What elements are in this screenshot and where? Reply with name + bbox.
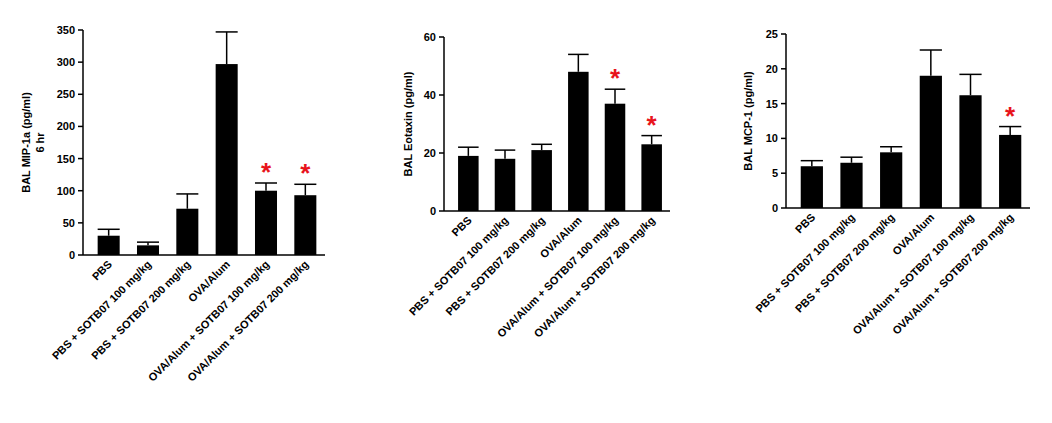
bar bbox=[999, 135, 1021, 208]
panel: 0204060BAL Eotaxin (pg/ml)PBSPBS + SOTB0… bbox=[402, 31, 670, 340]
error-bar bbox=[568, 54, 589, 71]
bars bbox=[98, 32, 317, 255]
error-bar bbox=[137, 242, 159, 245]
panel: 0 50 100 150 200 250 300 350 BAL MIP-1a (pg/ml)6… bbox=[20, 24, 325, 384]
bar bbox=[255, 191, 277, 255]
y-axis-title: 6 hr bbox=[34, 132, 46, 153]
y-tick bbox=[439, 152, 444, 154]
y-tick-label: 20 bbox=[766, 63, 778, 75]
y-tick bbox=[78, 190, 83, 192]
bar bbox=[568, 72, 589, 211]
significance-marker: * bbox=[1005, 101, 1016, 131]
bar bbox=[495, 159, 516, 211]
error-bar bbox=[495, 150, 516, 159]
significance-marker: * bbox=[261, 157, 272, 187]
y-tick bbox=[78, 29, 83, 31]
error-bar bbox=[801, 161, 823, 167]
y-tick bbox=[78, 61, 83, 63]
bars bbox=[458, 54, 662, 211]
significance-marker: * bbox=[300, 158, 311, 188]
y-tick-label: 0 bbox=[69, 249, 75, 261]
error-bar bbox=[531, 144, 552, 150]
y-tick bbox=[439, 210, 444, 212]
y-tick-label: 250 bbox=[57, 88, 75, 100]
y-tick bbox=[78, 158, 83, 160]
y-tick-label: 200 bbox=[57, 120, 75, 132]
y-tick bbox=[781, 138, 786, 140]
y-axis-title: BAL Eotaxin (pg/ml) bbox=[402, 71, 414, 176]
y-axis bbox=[443, 37, 445, 211]
y-axis bbox=[82, 30, 84, 255]
bar bbox=[216, 64, 238, 255]
y-tick-label: 100 bbox=[57, 185, 75, 197]
significance-marker: * bbox=[610, 63, 621, 93]
x-tick-label: PBS bbox=[793, 211, 817, 235]
error-bar bbox=[458, 147, 479, 156]
y-tick-label: 300 bbox=[57, 56, 75, 68]
y-tick bbox=[781, 33, 786, 35]
y-tick bbox=[439, 94, 444, 96]
y-tick bbox=[781, 103, 786, 105]
error-bar bbox=[98, 229, 120, 235]
error-bar bbox=[216, 32, 238, 64]
y-tick-label: 20 bbox=[424, 147, 436, 159]
bar bbox=[458, 156, 479, 211]
error-bar bbox=[840, 157, 862, 163]
y-axis-title: BAL MCP-1 (pg/ml) bbox=[742, 71, 754, 171]
bar bbox=[294, 195, 316, 255]
y-tick bbox=[439, 36, 444, 38]
bar bbox=[959, 95, 981, 208]
bars bbox=[801, 50, 1022, 208]
x-tick-label: OVA/Alum + SOTB07 200 mg/kg bbox=[531, 214, 657, 340]
error-bar bbox=[176, 194, 198, 209]
x-tick-label: OVA/Alum + SOTB07 200 mg/kg bbox=[890, 211, 1016, 337]
error-bar bbox=[920, 50, 942, 76]
y-tick-label: 40 bbox=[424, 89, 436, 101]
y-tick-label: 10 bbox=[766, 132, 778, 144]
significance-marker: * bbox=[647, 110, 658, 140]
y-axis-title: BAL MIP-1a (pg/ml) bbox=[20, 92, 32, 193]
bar bbox=[641, 144, 662, 211]
x-tick-label: OVA/Alum + SOTB07 200 mg/kg bbox=[185, 258, 311, 384]
y-tick bbox=[78, 126, 83, 128]
y-tick-label: 150 bbox=[57, 153, 75, 165]
error-bar bbox=[959, 74, 981, 95]
y-tick-label: 50 bbox=[63, 217, 75, 229]
y-tick bbox=[78, 94, 83, 96]
y-tick-label: 0 bbox=[772, 202, 778, 214]
bar bbox=[98, 236, 120, 255]
bar bbox=[801, 166, 823, 208]
y-tick-label: 25 bbox=[766, 28, 778, 40]
bar bbox=[605, 104, 626, 211]
y-tick-label: 60 bbox=[424, 31, 436, 43]
y-tick-label: 5 bbox=[772, 167, 778, 179]
bar bbox=[920, 76, 942, 208]
bar bbox=[531, 150, 552, 211]
bar bbox=[880, 152, 902, 208]
figure: 050100150200250300350BAL MIP-1a (pg/ml)6… bbox=[0, 0, 1052, 423]
y-tick bbox=[781, 207, 786, 209]
y-tick bbox=[781, 68, 786, 70]
y-tick bbox=[78, 222, 83, 224]
y-tick bbox=[78, 254, 83, 256]
x-tick-label: PBS bbox=[90, 258, 114, 282]
y-axis bbox=[785, 34, 787, 208]
y-tick bbox=[781, 172, 786, 174]
y-tick-label: 350 bbox=[57, 24, 75, 36]
bar bbox=[176, 209, 198, 255]
bar bbox=[840, 163, 862, 208]
y-tick-label: 0 bbox=[430, 205, 436, 217]
error-bar bbox=[880, 147, 902, 153]
y-tick-label: 15 bbox=[766, 98, 778, 110]
bar bbox=[137, 245, 159, 255]
x-tick-label: PBS bbox=[449, 214, 473, 238]
panel: 0510152025BAL MCP-1 (pg/ml)PBSPBS + SOTB… bbox=[742, 28, 1030, 337]
